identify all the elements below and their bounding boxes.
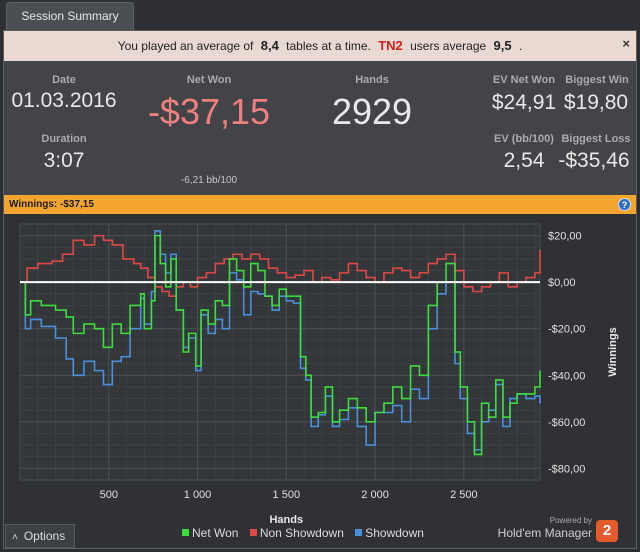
options-button[interactable]: ˄ Options [5, 524, 75, 548]
powered-by-text: Powered by [549, 516, 592, 525]
options-label: Options [23, 529, 66, 543]
y-tick-label: -$60,00 [548, 417, 585, 429]
x-tick-label: 2 500 [450, 489, 478, 501]
ev-net-won-value: $24,91 [491, 91, 557, 114]
duration-value: 3:07 [43, 149, 85, 172]
stats-section: Date 01.03.2016 Duration 3:07 Net Won -$… [4, 61, 636, 195]
close-icon[interactable]: × [622, 36, 630, 51]
biggest-win-label: Biggest Win [565, 74, 629, 86]
chart-legend: Net Won Non Showdown Showdown [174, 526, 434, 542]
notice-tables-average: 8,4 [260, 38, 279, 53]
ev-net-won-label: EV Net Won [492, 74, 556, 86]
brand-logo-icon: 2 [596, 520, 618, 542]
legend-swatch-showdown [355, 529, 363, 536]
net-won-value: -$37,15 [147, 91, 271, 132]
chart-series [20, 230, 541, 456]
chart-axes: 500 1 000 1 500 2 000 2 500 $20,00 $0,00 -$20,0… [100, 231, 619, 526]
chevron-up-icon: ˄ [12, 532, 18, 543]
ev-bb100-value: 2,54 [503, 149, 545, 172]
session-summary-panel: You played an average of 8,4 tables at a… [3, 30, 637, 549]
notice-site-name: TN2 [378, 38, 403, 53]
y-tick-label: -$80,00 [548, 463, 585, 475]
notice-text-4: . [518, 39, 523, 53]
winnings-label: Winnings: -$37,15 [9, 199, 94, 210]
legend-net-won: Net Won [192, 526, 239, 540]
y-tick-label: -$40,00 [548, 370, 585, 382]
x-axis-title: Hands [269, 514, 303, 524]
help-icon[interactable]: ? [618, 198, 631, 211]
y-tick-label: $0,00 [548, 277, 576, 289]
biggest-loss-label: Biggest Loss [561, 133, 631, 145]
notice-users-average: 9,5 [493, 38, 512, 53]
legend-swatch-net-won [182, 529, 189, 536]
series-line-net-won [20, 234, 541, 456]
notice-text-1: You played an average of [117, 39, 254, 53]
tables-average-notice: You played an average of 8,4 tables at a… [4, 31, 636, 61]
winnings-chart: 500 1 000 1 500 2 000 2 500 $20,00 $0,00 -$20,0… [19, 223, 619, 526]
hands-label: Hands [355, 74, 389, 86]
legend-swatch-non-showdown [249, 529, 257, 536]
y-tick-label: $20,00 [548, 231, 582, 243]
series-line-non-showdown [20, 234, 541, 297]
x-tick-label: 2 000 [361, 489, 389, 501]
date-label: Date [52, 74, 76, 86]
date-value: 01.03.2016 [11, 89, 117, 112]
winnings-chart-area: 500 1 000 1 500 2 000 2 500 $20,00 $0,00 -$20,0… [4, 214, 636, 548]
x-tick-label: 1 000 [184, 489, 212, 501]
notice-text-3: users average [410, 39, 487, 53]
net-won-label: Net Won [186, 74, 232, 86]
notice-text-2: tables at a time. [286, 39, 371, 53]
duration-label: Duration [41, 133, 87, 145]
biggest-win-value: $19,80 [563, 91, 629, 114]
x-tick-label: 1 500 [273, 489, 301, 501]
legend-non-showdown: Non Showdown [259, 526, 344, 540]
tab-bar: Session Summary [0, 0, 640, 30]
hands-value: 2929 [331, 91, 413, 132]
brand-name: Hold'em Manager [497, 526, 592, 540]
y-tick-label: -$20,00 [548, 324, 585, 336]
net-won-bb100: -6,21 bb/100 [180, 175, 238, 186]
y-axis-title: Winnings [607, 327, 619, 376]
ev-bb100-label: EV (bb/100) [494, 133, 554, 145]
winnings-bar: Winnings: -$37,15 ? [4, 195, 636, 214]
holdem-manager-logo: Powered by Hold'em Manager 2 [496, 516, 618, 546]
x-tick-label: 500 [100, 489, 118, 501]
legend-showdown: Showdown [365, 526, 424, 540]
tab-session-summary[interactable]: Session Summary [6, 2, 134, 30]
biggest-loss-value: -$35,46 [558, 149, 630, 172]
